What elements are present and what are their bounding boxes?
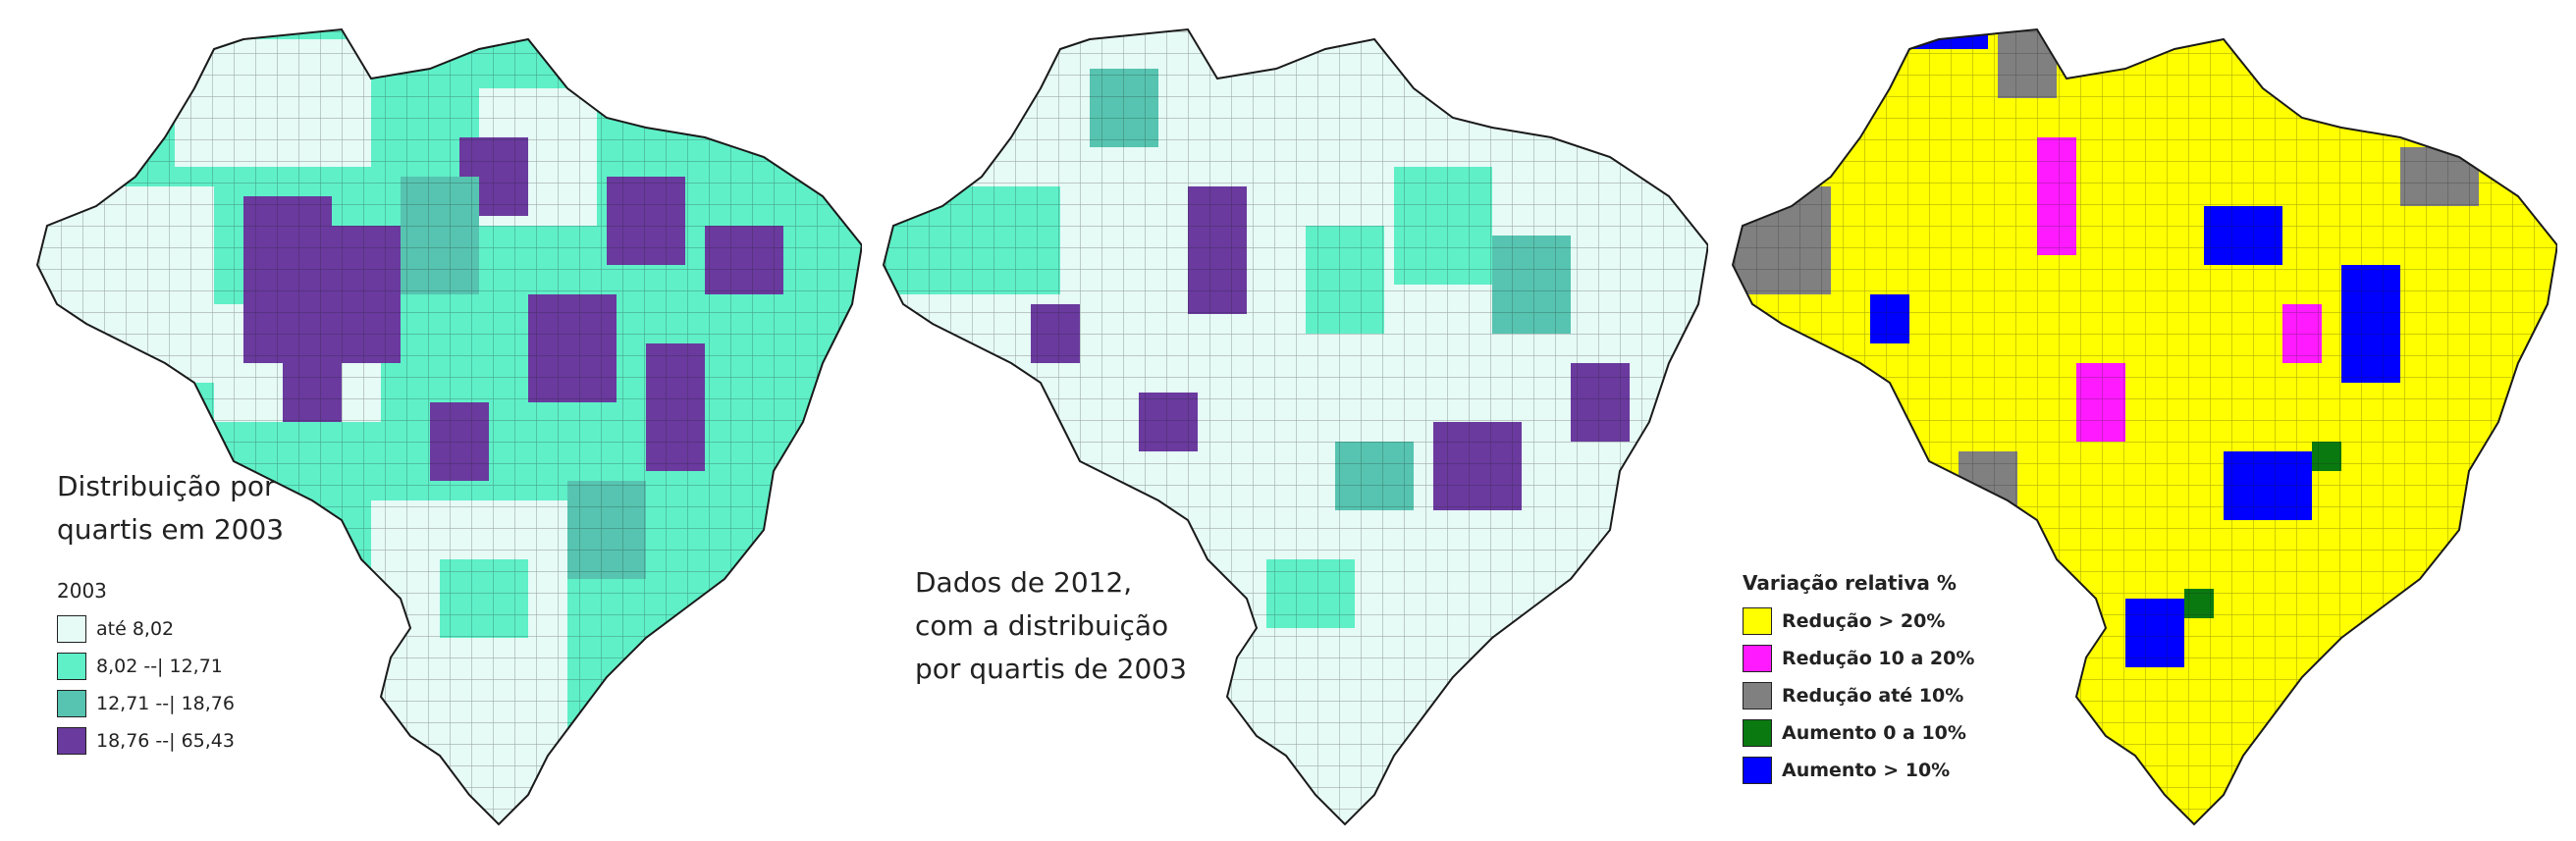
legend-title: Variação relativa % [1743,571,1957,595]
caption-map-2012: Dados de 2012, com a distribuição por qu… [915,561,1187,691]
legend-title: 2003 [57,579,107,603]
caption-line: Dados de 2012, [915,566,1133,599]
legend-label: 8,02 --| 12,71 [96,656,223,677]
legend-swatch [57,727,86,755]
legend-item: Redução até 10% [1743,677,1974,714]
brazil-map-2012 [883,28,1708,825]
legend-label: Aumento > 10% [1782,760,1951,781]
brazil-map-2003 [36,28,862,825]
legend-label: até 8,02 [96,618,175,640]
legend-label: Redução 10 a 20% [1782,648,1975,669]
legend-item: Aumento > 10% [1743,752,1974,789]
legend-item: 12,71 --| 18,76 [57,685,235,722]
brazil-map-variation [1732,28,2557,825]
legend-label: Redução > 20% [1782,610,1946,632]
legend-swatch [57,690,86,717]
caption-map-2003: Distribuição por quartis em 2003 [57,465,284,552]
legend-variation: Variação relativa % Redução > 20% Reduçã… [1743,571,1974,789]
map-relative-variation [1713,10,2557,834]
legend-swatch [57,615,86,643]
legend-swatch [1743,719,1772,747]
caption-line: quartis em 2003 [57,513,285,546]
caption-line: Distribuição por [57,470,276,502]
legend-item: Redução > 20% [1743,603,1974,640]
legend-item: 8,02 --| 12,71 [57,648,235,685]
legend-label: 12,71 --| 18,76 [96,693,235,714]
legend-item: 18,76 --| 65,43 [57,722,235,760]
legend-swatch [1743,645,1772,672]
legend-item: até 8,02 [57,610,235,648]
legend-swatch [1743,607,1772,635]
legend-label: Aumento 0 a 10% [1782,722,1966,744]
map-2012-quartiles [864,10,1708,834]
legend-label: 18,76 --| 65,43 [96,730,235,752]
legend-item: Aumento 0 a 10% [1743,714,1974,752]
map-2003-quartiles [18,10,862,834]
legend-swatch [1743,757,1772,784]
legend-2003: 2003 até 8,02 8,02 --| 12,71 12,71 --| 1… [57,579,235,760]
legend-swatch [57,653,86,680]
caption-line: com a distribuição [915,609,1169,642]
legend-item: Redução 10 a 20% [1743,640,1974,677]
legend-label: Redução até 10% [1782,685,1964,707]
legend-swatch [1743,682,1772,710]
caption-line: por quartis de 2003 [915,653,1187,685]
